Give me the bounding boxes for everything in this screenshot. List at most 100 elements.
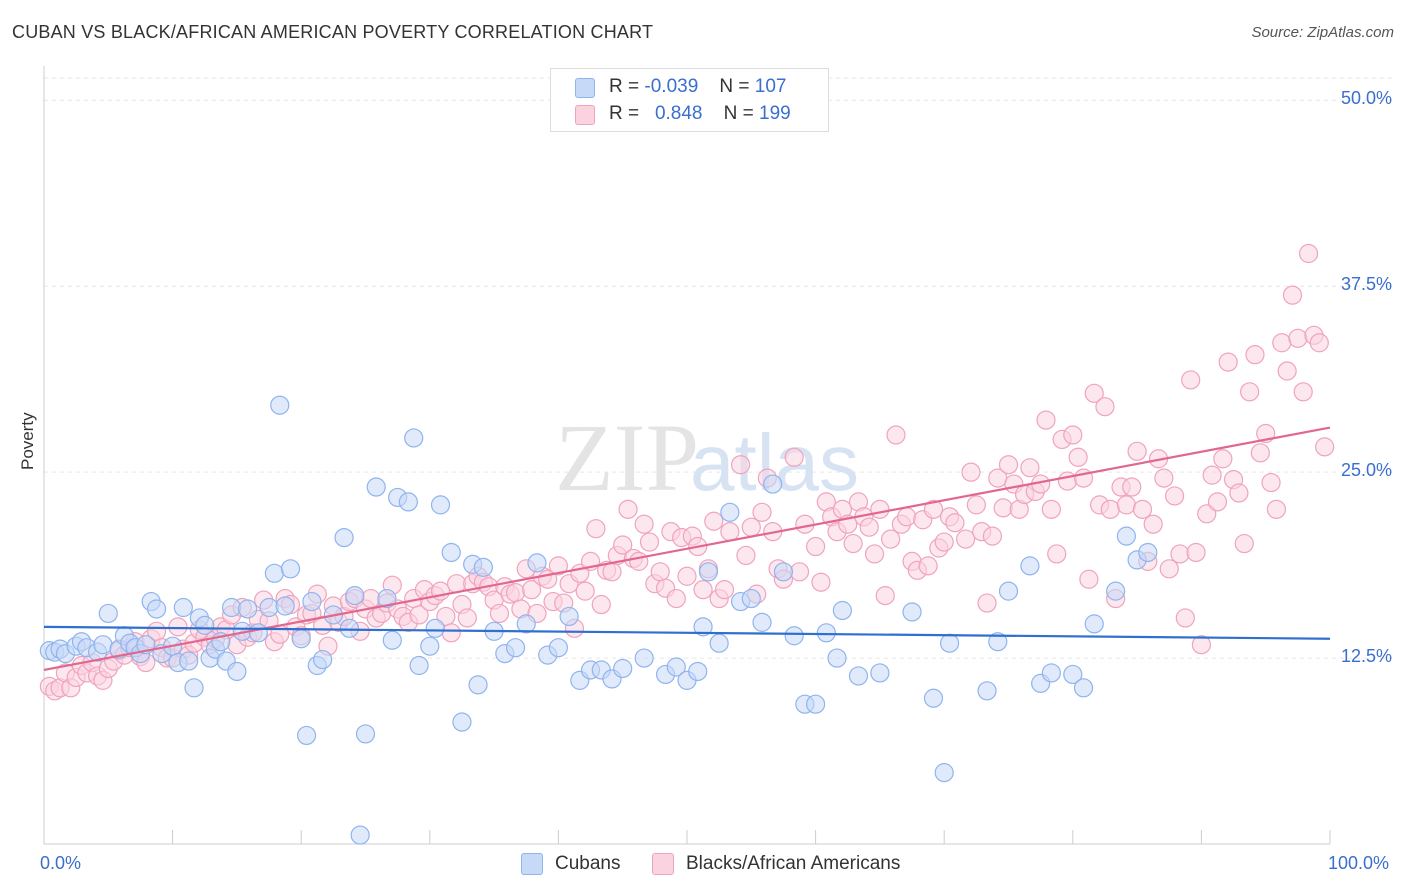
point-cuban bbox=[350, 825, 370, 845]
point-cuban bbox=[998, 581, 1019, 601]
point-cuban bbox=[848, 666, 869, 686]
point-black bbox=[1116, 495, 1136, 515]
point-black bbox=[1154, 468, 1174, 488]
point-black bbox=[1234, 533, 1254, 554]
point-cuban bbox=[420, 636, 440, 656]
point-cuban bbox=[693, 617, 713, 637]
point-black bbox=[1250, 443, 1270, 463]
point-black bbox=[714, 580, 735, 600]
point-black bbox=[795, 514, 815, 534]
point-black bbox=[1127, 441, 1147, 461]
point-black bbox=[720, 522, 740, 542]
watermark-atlas: atlas bbox=[690, 418, 859, 507]
point-black bbox=[361, 588, 381, 609]
trend-lines bbox=[43, 426, 1331, 672]
point-cuban bbox=[977, 681, 997, 701]
point-black bbox=[875, 586, 895, 606]
point-black bbox=[934, 532, 954, 552]
point-black bbox=[752, 502, 772, 522]
point-cuban bbox=[902, 602, 922, 622]
point-black bbox=[1282, 285, 1303, 305]
y-tick-label: 50.0% bbox=[1340, 88, 1392, 109]
point-black bbox=[843, 533, 863, 554]
point-black bbox=[505, 583, 526, 603]
point-black bbox=[457, 608, 477, 628]
point-black bbox=[1266, 499, 1287, 519]
point-cuban bbox=[179, 651, 199, 671]
point-cuban bbox=[296, 725, 317, 746]
point-cuban bbox=[698, 562, 719, 582]
trend-line-cubans bbox=[43, 625, 1331, 640]
legend-r-value-black: 0.848 bbox=[654, 103, 703, 124]
legend-n-value-cubans: 107 bbox=[754, 76, 787, 97]
point-black bbox=[1132, 499, 1153, 519]
point-cuban bbox=[398, 492, 418, 512]
point-cuban bbox=[270, 395, 290, 415]
point-black bbox=[1165, 486, 1185, 506]
point-black bbox=[602, 562, 622, 582]
point-cuban bbox=[227, 661, 247, 682]
point-cuban bbox=[355, 724, 376, 744]
point-black bbox=[918, 556, 938, 576]
point-black bbox=[650, 562, 670, 582]
point-black bbox=[961, 462, 981, 482]
point-black bbox=[548, 556, 569, 576]
point-black bbox=[811, 572, 831, 592]
point-cuban bbox=[302, 591, 322, 612]
y-tick-label: 37.5% bbox=[1340, 274, 1392, 295]
legend-r-label: R = bbox=[609, 76, 640, 97]
point-black bbox=[1293, 382, 1313, 402]
point-cuban bbox=[313, 649, 333, 670]
axes bbox=[43, 66, 1331, 845]
point-cuban bbox=[291, 629, 311, 649]
y-axis-label: Poverty bbox=[18, 412, 37, 470]
point-black bbox=[1036, 410, 1056, 430]
point-black bbox=[966, 495, 986, 515]
point-cuban bbox=[516, 614, 536, 634]
point-cuban bbox=[377, 588, 397, 609]
point-cuban bbox=[784, 626, 804, 646]
point-cuban bbox=[988, 632, 1008, 652]
point-cuban bbox=[248, 623, 268, 643]
point-cuban bbox=[259, 597, 279, 618]
point-black bbox=[1122, 477, 1142, 497]
point-cuban bbox=[1041, 663, 1061, 683]
series-cubans-points bbox=[39, 395, 1158, 845]
point-cuban bbox=[93, 635, 113, 655]
point-black bbox=[1261, 472, 1281, 493]
point-cuban bbox=[184, 678, 204, 698]
point-cuban bbox=[934, 763, 954, 783]
point-black bbox=[945, 513, 965, 533]
point-cuban bbox=[805, 694, 826, 714]
point-cuban bbox=[688, 661, 708, 682]
point-cuban bbox=[98, 603, 118, 624]
point-black bbox=[1277, 361, 1297, 381]
point-cuban bbox=[366, 477, 386, 497]
y-tick-label: 12.5% bbox=[1340, 646, 1392, 667]
point-black bbox=[1170, 544, 1190, 564]
point-black bbox=[618, 499, 638, 519]
point-black bbox=[730, 455, 751, 475]
point-cuban bbox=[816, 623, 836, 643]
point-black bbox=[864, 544, 885, 564]
y-tick-label: 25.0% bbox=[1340, 460, 1392, 481]
point-black bbox=[805, 536, 826, 557]
point-cuban bbox=[1073, 678, 1094, 698]
point-black bbox=[522, 580, 542, 600]
point-cuban bbox=[666, 657, 686, 677]
point-black bbox=[736, 545, 756, 566]
bottom-legend-label-black: Blacks/African Americans bbox=[686, 853, 901, 874]
watermark-zip: ZIP bbox=[555, 404, 699, 511]
bottom-legend-label-cubans: Cubans bbox=[555, 853, 621, 874]
point-black bbox=[693, 580, 713, 600]
correlation-legend: R = -0.039 N = 107 R = 0.848 N = 199 bbox=[550, 68, 829, 132]
point-black bbox=[897, 507, 917, 527]
series-black-points bbox=[39, 243, 1335, 701]
point-cuban bbox=[720, 502, 740, 522]
point-cuban bbox=[548, 638, 569, 658]
point-cuban bbox=[870, 663, 890, 683]
point-cuban bbox=[1020, 556, 1040, 576]
point-cuban bbox=[334, 527, 354, 548]
point-cuban bbox=[280, 559, 301, 579]
point-cuban bbox=[832, 600, 852, 621]
